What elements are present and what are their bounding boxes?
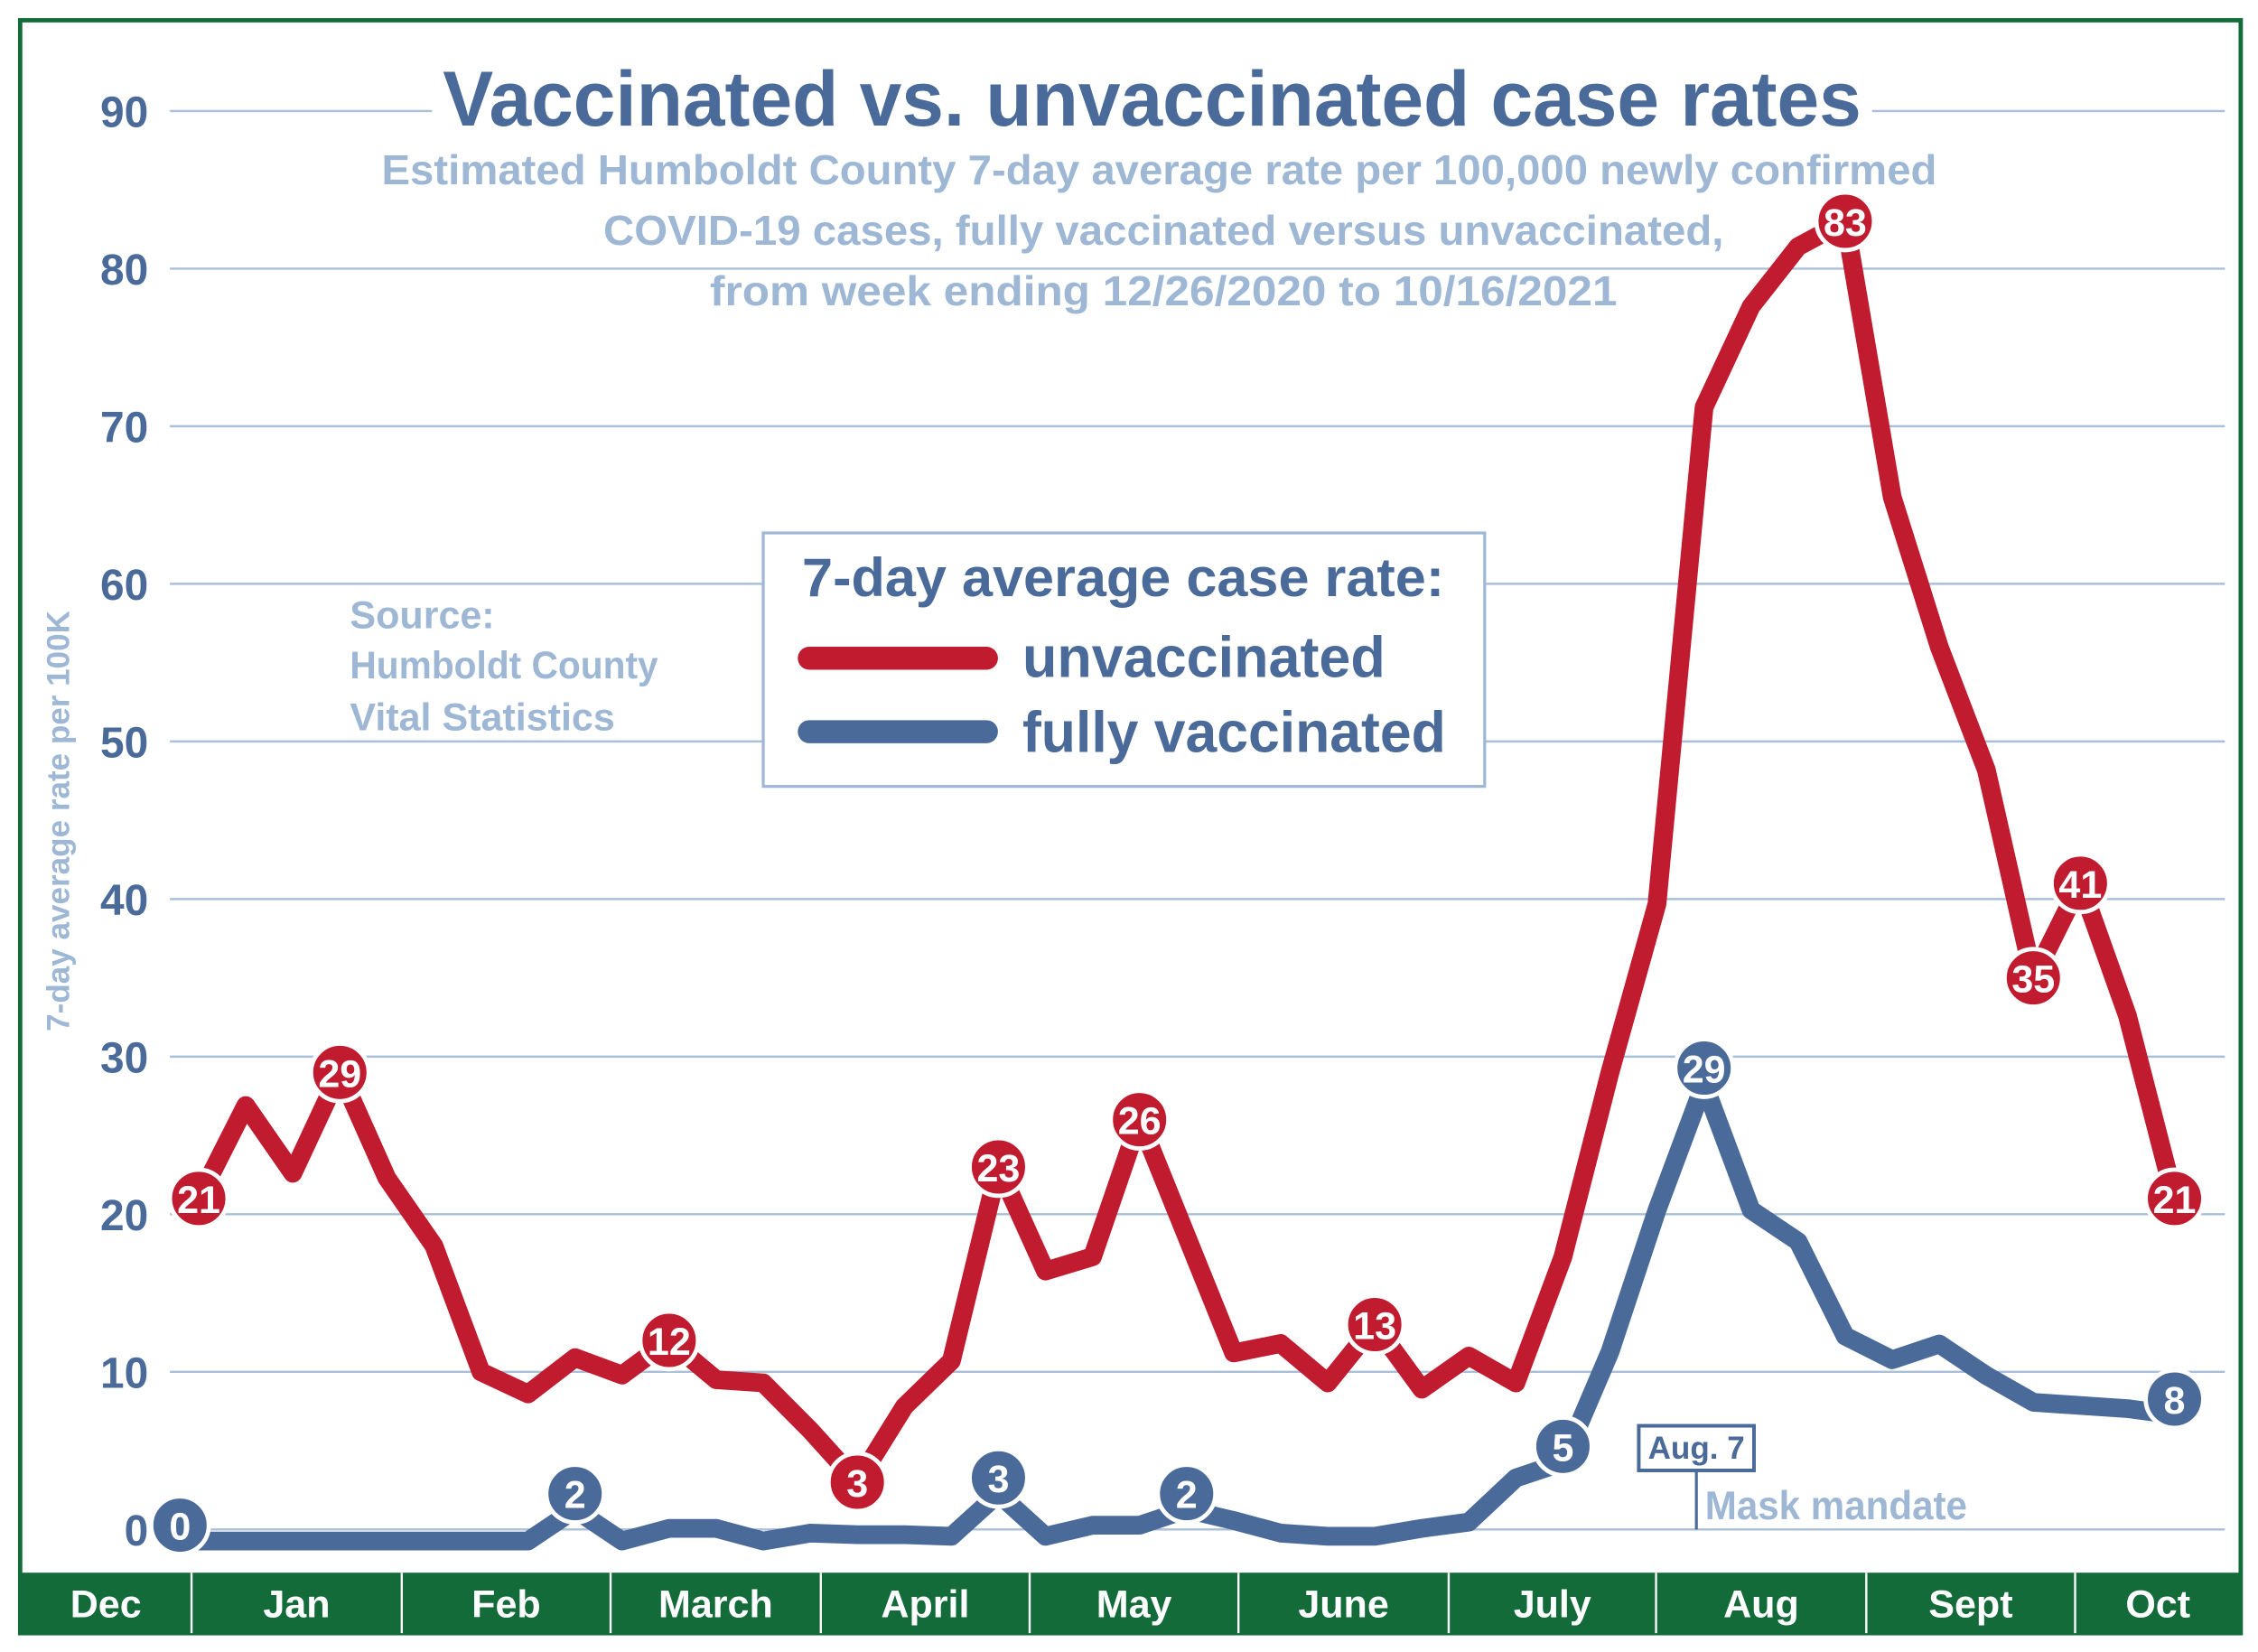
x-month-label: Feb <box>471 1583 541 1627</box>
svg-text:0: 0 <box>169 1506 191 1549</box>
data-label: 83 <box>1814 190 1877 253</box>
svg-text:12: 12 <box>648 1321 691 1364</box>
legend-label-unvaccinated: unvaccinated <box>1022 624 1386 689</box>
data-label: 13 <box>1343 1293 1406 1356</box>
data-label: 29 <box>1673 1037 1735 1099</box>
x-month-label: June <box>1298 1583 1388 1627</box>
data-label: 3 <box>967 1446 1030 1509</box>
svg-text:35: 35 <box>2011 958 2055 1002</box>
y-tick-label: 50 <box>100 719 148 767</box>
svg-text:3: 3 <box>846 1462 868 1506</box>
y-tick-label: 80 <box>100 247 148 294</box>
svg-text:41: 41 <box>2058 863 2102 907</box>
x-month-label: Jan <box>263 1583 330 1627</box>
svg-text:3: 3 <box>987 1458 1009 1501</box>
y-tick-label: 70 <box>100 404 148 452</box>
legend-title: 7-day average case rate: <box>802 546 1444 608</box>
data-label: 29 <box>308 1041 371 1104</box>
data-label: 23 <box>967 1135 1030 1199</box>
x-month-label: Sept <box>1928 1583 2012 1627</box>
data-label: 41 <box>2049 852 2112 915</box>
data-label: 35 <box>2001 947 2065 1009</box>
data-label: 21 <box>2143 1167 2206 1230</box>
svg-text:23: 23 <box>977 1147 1021 1190</box>
x-month-label: Dec <box>70 1583 142 1627</box>
svg-text:2: 2 <box>564 1474 586 1517</box>
y-tick-label: 0 <box>125 1507 149 1555</box>
y-tick-label: 20 <box>100 1192 148 1240</box>
data-label: 3 <box>826 1451 889 1514</box>
mask-mandate-annotation: Aug. 7 Mask mandate <box>1637 1423 1967 1530</box>
month-axis-bar <box>20 1573 2241 1634</box>
svg-text:29: 29 <box>1683 1048 1726 1091</box>
annotation-date: Aug. 7 <box>1648 1431 1745 1466</box>
chart-title: Vaccinated vs. unvaccinated case rates <box>443 56 1861 143</box>
svg-text:21: 21 <box>177 1179 220 1222</box>
y-tick-label: 10 <box>100 1349 148 1397</box>
x-month-label: Aug <box>1723 1583 1799 1627</box>
data-label: 21 <box>167 1167 230 1230</box>
y-tick-label: 60 <box>100 562 148 610</box>
source-label: Source: <box>350 593 494 637</box>
chart-subtitle-line-2: COVID-19 cases, fully vaccinated versus … <box>603 207 1723 254</box>
y-axis-label: 7-day average rate per 100K <box>42 611 77 1031</box>
data-label: 2 <box>1155 1462 1218 1525</box>
svg-text:21: 21 <box>2153 1179 2197 1222</box>
data-label: 5 <box>1532 1415 1594 1478</box>
svg-text:83: 83 <box>1824 201 1867 245</box>
x-month-label: April <box>881 1583 969 1627</box>
svg-text:26: 26 <box>1118 1100 1162 1143</box>
source-name-line-2: Vital Statistics <box>350 695 614 739</box>
x-month-label: Oct <box>2125 1583 2190 1627</box>
chart-subtitle-line-1: Estimated Humboldt County 7-day average … <box>382 146 1937 193</box>
svg-text:8: 8 <box>2164 1379 2186 1423</box>
annotation-text: Mask mandate <box>1705 1484 1967 1528</box>
x-month-label: May <box>1096 1583 1172 1627</box>
annotation-date-box <box>1637 1423 1756 1472</box>
svg-text:5: 5 <box>1552 1426 1573 1470</box>
data-label: 2 <box>544 1462 606 1525</box>
legend-label-vaccinated: fully vaccinated <box>1022 699 1446 764</box>
data-label: 12 <box>638 1309 701 1372</box>
chart-subtitle-line-3: from week ending 12/26/2020 to 10/16/202… <box>710 267 1617 314</box>
data-label: 0 <box>149 1494 211 1556</box>
data-label: 26 <box>1108 1088 1171 1151</box>
data-label: 8 <box>2143 1367 2206 1431</box>
y-tick-label: 30 <box>100 1034 148 1082</box>
y-tick-label: 90 <box>100 89 148 136</box>
legend: 7-day average case rate: unvaccinated fu… <box>761 531 1487 789</box>
svg-text:29: 29 <box>318 1052 361 1096</box>
x-month-label: March <box>658 1583 773 1627</box>
x-month-label: July <box>1514 1583 1591 1627</box>
chart-border <box>17 18 2244 1636</box>
svg-text:2: 2 <box>1176 1474 1198 1517</box>
y-tick-label: 40 <box>100 877 148 925</box>
source-name-line-1: Humboldt County <box>350 644 658 687</box>
svg-text:13: 13 <box>1353 1304 1396 1348</box>
